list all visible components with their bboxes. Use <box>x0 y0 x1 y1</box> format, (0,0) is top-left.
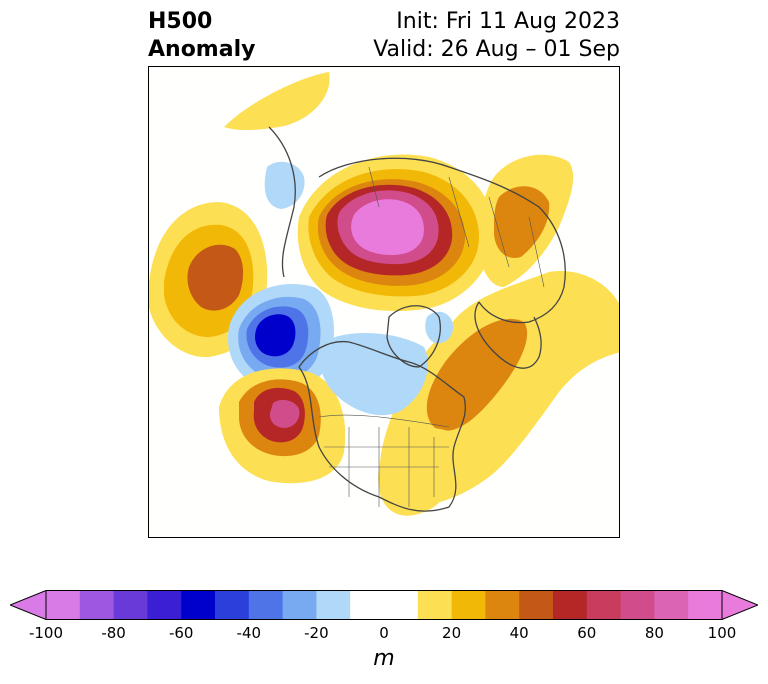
colorbar-segment <box>654 590 689 620</box>
anomaly-map-svg <box>149 72 619 516</box>
anomaly-map <box>148 66 620 538</box>
asia-pacific-coast <box>268 126 296 278</box>
colorbar-segment <box>113 590 148 620</box>
colorbar-extend-low <box>8 589 47 621</box>
colorbar-tick-label: 40 <box>509 624 529 642</box>
greenland-coast <box>386 305 441 368</box>
north-america-coast <box>298 340 466 512</box>
us-border-lines <box>324 427 449 507</box>
map-title-right: Init: Fri 11 Aug 2023 Valid: 26 Aug – 01… <box>373 8 620 64</box>
hudson-negative-anomaly-region <box>319 332 428 416</box>
colorbar-segment <box>586 590 622 620</box>
map-title-left: H500 Anomaly <box>148 8 255 64</box>
southeast-positive-anomaly-region <box>378 428 463 516</box>
colorbar-segment <box>350 590 385 620</box>
colorbar-extend-high <box>721 589 760 621</box>
colorbar-svg <box>8 589 760 621</box>
colorbar-segment <box>215 590 250 620</box>
colorbar-segment <box>316 590 351 620</box>
colorbar-tick-label: 0 <box>379 624 389 642</box>
colorbar-segment <box>519 590 554 620</box>
colorbar-frame <box>45 590 723 620</box>
colorbar-segment <box>688 590 723 620</box>
atlantic-core <box>426 318 528 431</box>
atlantic-small-negative <box>425 311 454 344</box>
valid-range-label: Valid: 26 Aug – 01 Sep <box>373 37 620 62</box>
colorbar-unit-label: m <box>373 646 395 671</box>
borders <box>318 166 545 507</box>
colorbar-segment <box>384 590 419 620</box>
coastlines <box>268 126 566 512</box>
eastern-siberia-negative <box>264 161 305 209</box>
europe-coast <box>474 301 542 369</box>
colorbar-tick-label: 100 <box>707 624 737 642</box>
colorbar-tick-label: -40 <box>236 624 262 642</box>
pacific-core <box>187 244 244 311</box>
colorbar-tick-label: -60 <box>168 624 194 642</box>
colorbar-segment <box>79 590 115 620</box>
colorbar-segment <box>485 590 520 620</box>
siberia-core <box>351 199 424 255</box>
colorbar-tick-label: -100 <box>28 624 64 642</box>
colorbar <box>8 589 760 621</box>
colorbar-tick-labels: -100 -80 -60 -40 -20 0 20 40 60 80 100 <box>0 624 768 644</box>
anomaly-fields <box>149 72 619 516</box>
colorbar-segment <box>147 590 182 620</box>
canada-border <box>318 414 450 428</box>
eurasia-coast <box>318 157 566 324</box>
alaska-core <box>255 314 296 357</box>
colorbar-segment <box>282 590 317 620</box>
title-anomaly: Anomaly <box>148 37 256 62</box>
colorbar-tick-label: 60 <box>577 624 597 642</box>
title-variable: H500 <box>148 9 213 34</box>
west-coast-core <box>269 399 300 428</box>
colorbar-segment <box>46 590 81 620</box>
colorbar-tick-label: 20 <box>442 624 462 642</box>
colorbar-tick-label: 80 <box>644 624 664 642</box>
arctic-yellow-patch <box>224 72 330 131</box>
colorbar-segment <box>620 590 655 620</box>
colorbar-tick-label: -80 <box>101 624 126 642</box>
colorbar-segment <box>181 590 216 620</box>
init-date-label: Init: Fri 11 Aug 2023 <box>396 9 620 34</box>
colorbar-segment <box>451 590 486 620</box>
russia-border-lines <box>368 166 545 288</box>
colorbar-segment <box>553 590 588 620</box>
colorbar-segment <box>248 590 284 620</box>
colorbar-segment <box>417 590 453 620</box>
colorbar-tick-label: -20 <box>304 624 329 642</box>
